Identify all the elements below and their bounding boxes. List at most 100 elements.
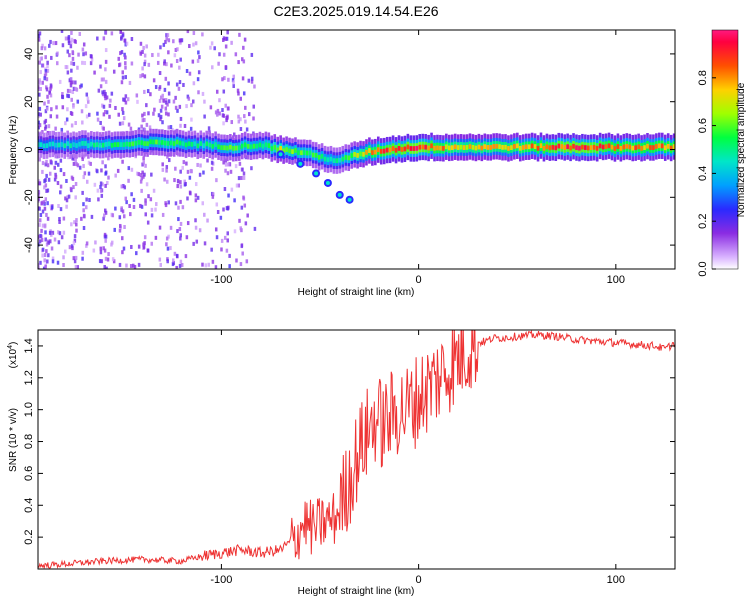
noise-cell [122, 214, 126, 219]
y-tick-label: 0.2 [23, 529, 35, 544]
noise-cell [174, 201, 178, 206]
noise-cell [241, 167, 244, 172]
noise-cell [116, 168, 120, 173]
noise-cell [104, 92, 107, 97]
noise-cell [130, 244, 133, 249]
noise-cell [44, 109, 48, 114]
ridge-cell [113, 142, 117, 148]
noise-cell [61, 105, 65, 110]
noise-cell [96, 36, 99, 41]
noise-cell [129, 126, 133, 131]
ridge-cell [48, 141, 52, 147]
noise-cell [154, 207, 157, 212]
ridge-cell [72, 142, 75, 148]
colorbar-tick-label: 0.6 [697, 118, 709, 133]
noise-cell [74, 80, 77, 85]
noise-cell [187, 96, 191, 101]
noise-cell [81, 157, 84, 162]
ridge-cell [655, 144, 658, 149]
ridge-cell [572, 143, 575, 149]
ridge-cell [125, 141, 129, 147]
y-tick-label: -20 [23, 189, 35, 205]
noise-cell [165, 168, 168, 173]
noise-cell [161, 93, 165, 98]
noise-cell [201, 201, 205, 206]
noise-cell [226, 231, 230, 236]
noise-cell [44, 183, 48, 188]
ridge-cell [409, 146, 413, 151]
ridge-cell [551, 144, 555, 150]
noise-cell [143, 117, 146, 122]
noise-cell [108, 114, 111, 119]
noise-cell [81, 120, 84, 125]
noise-cell [224, 162, 228, 167]
ridge-cell [258, 142, 262, 148]
noise-cell [166, 259, 169, 264]
noise-cell [201, 32, 204, 37]
noise-cell [164, 39, 167, 44]
noise-cell [104, 48, 108, 53]
noise-cell [96, 169, 99, 174]
noise-cell [120, 50, 124, 55]
noise-cell [158, 71, 162, 76]
noise-cell [234, 164, 238, 169]
noise-cell [141, 66, 144, 71]
noise-cell [70, 61, 73, 66]
ridge-cell [243, 142, 247, 148]
noise-cell [183, 179, 186, 184]
noise-cell [75, 222, 78, 227]
noise-cell [39, 233, 42, 238]
ridge-cell [601, 144, 605, 150]
noise-cell [38, 235, 40, 240]
ridge-cell [483, 144, 487, 150]
noise-cell [222, 36, 226, 41]
noise-cell [65, 65, 69, 70]
noise-cell [68, 89, 72, 94]
noise-cell [38, 112, 41, 117]
ridge-cell [146, 141, 149, 147]
noise-cell [98, 259, 102, 264]
noise-cell [186, 196, 189, 201]
noise-cell [207, 126, 211, 131]
noise-cell [46, 259, 49, 264]
noise-cell [121, 250, 124, 255]
noise-cell [133, 264, 137, 269]
noise-cell [74, 181, 78, 186]
noise-cell [118, 262, 122, 267]
noise-cell [99, 120, 102, 125]
noise-cell [66, 49, 70, 54]
ridge-cell [220, 145, 223, 151]
noise-cell [139, 41, 143, 46]
noise-cell [47, 124, 51, 129]
noise-cell [61, 43, 65, 48]
noise-cell [53, 165, 56, 170]
branch-blob-core [347, 197, 352, 202]
snr-series-line [38, 330, 675, 569]
noise-cell [99, 246, 103, 251]
noise-cell [141, 113, 144, 118]
noise-cell [130, 61, 134, 66]
noise-cell [102, 77, 105, 82]
noise-cell [38, 123, 42, 128]
noise-cell [135, 171, 139, 176]
noise-cell [210, 247, 213, 252]
noise-cell [194, 41, 198, 46]
noise-cell [144, 198, 147, 203]
noise-cell [238, 218, 241, 223]
noise-cell [76, 99, 80, 104]
noise-cell [158, 225, 162, 230]
noise-cell [47, 253, 50, 258]
ridge-cell [666, 143, 670, 149]
noise-cell [96, 111, 99, 116]
ridge-cell [255, 143, 259, 149]
noise-cell [161, 167, 165, 172]
noise-cell [58, 219, 61, 224]
noise-cell [144, 212, 147, 217]
ridge-cell [155, 139, 158, 145]
noise-cell [159, 108, 163, 113]
ridge-cell [95, 142, 99, 148]
noise-cell [65, 178, 68, 183]
noise-cell [242, 195, 245, 200]
noise-cell [173, 251, 177, 256]
noise-cell [137, 244, 141, 249]
